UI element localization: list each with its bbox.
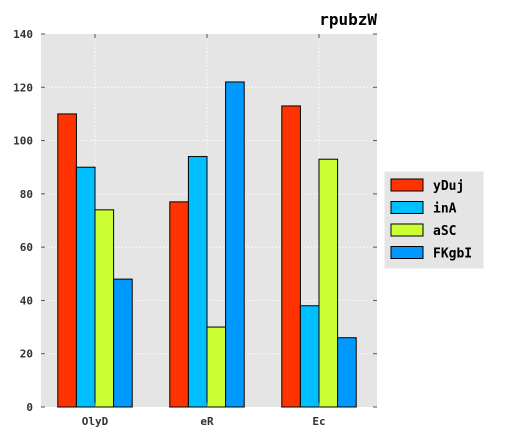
x-tick-label-er: eR — [200, 415, 214, 428]
bar-fkgbi-olyd — [113, 278, 133, 408]
bar-ina-er — [187, 156, 208, 408]
bar-ina-olyd — [75, 166, 96, 408]
y-tick-label: 0 — [26, 401, 33, 414]
legend-swatch-asc — [390, 223, 424, 237]
bar-asc-ec — [318, 158, 339, 408]
y-tick-label: 80 — [20, 188, 33, 201]
legend-label-fkgbi: FKgbI — [433, 247, 472, 262]
bar-yduj-ec — [281, 105, 301, 408]
legend: yDuj inA aSC FKgbI — [384, 171, 484, 269]
bar-fkgbi-ec — [337, 337, 357, 408]
bar-asc-er — [206, 326, 227, 408]
bar-fkgbi-er — [225, 81, 245, 408]
legend-swatch-yduj — [390, 178, 424, 192]
legend-label-yduj: yDuj — [433, 179, 464, 194]
bar-asc-olyd — [94, 209, 115, 408]
y-tick-label: 120 — [13, 81, 33, 94]
y-tick-label: 60 — [20, 241, 33, 254]
bar-yduj-olyd — [57, 113, 77, 408]
x-tick-label-ec: Ec — [312, 415, 325, 428]
chart-title: rpubzW — [319, 10, 377, 29]
bar-ina-ec — [299, 305, 320, 408]
legend-swatch-fkgbi — [390, 246, 424, 259]
bar-yduj-er — [169, 201, 189, 408]
axes: 0 20 40 60 80 100 120 140 OlyD eR Ec — [13, 28, 377, 428]
legend-label-ina: inA — [433, 202, 457, 217]
legend-swatch-ina — [390, 201, 424, 214]
y-tick-label: 40 — [20, 294, 33, 307]
legend-label-asc: aSC — [433, 224, 456, 239]
y-tick-label: 100 — [13, 135, 33, 148]
y-tick-label: 20 — [20, 348, 33, 361]
bars — [57, 81, 357, 408]
y-tick-label: 140 — [13, 28, 33, 41]
x-tick-label-olyd: OlyD — [82, 415, 109, 428]
